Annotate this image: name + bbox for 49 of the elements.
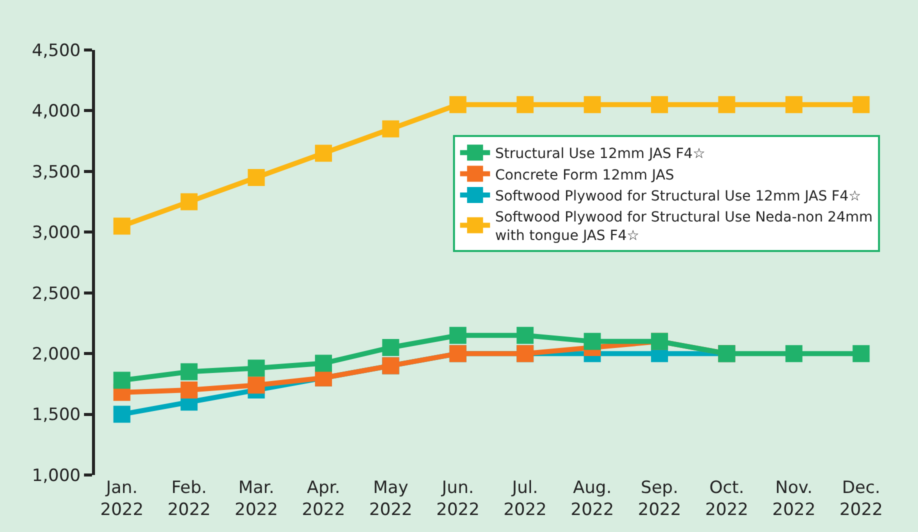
y-tick-label: 2,500	[32, 284, 81, 304]
point	[852, 345, 870, 362]
x-tick-label: Jul. 2022	[503, 478, 547, 520]
x-tick-label: Feb. 2022	[167, 478, 211, 520]
point	[785, 345, 802, 362]
y-tick-label: 3,000	[32, 223, 81, 244]
y-tick-label: 3,500	[32, 162, 81, 182]
x-tick-label: Oct. 2022	[705, 478, 748, 520]
point	[113, 372, 130, 389]
point	[516, 96, 534, 114]
point	[382, 120, 400, 138]
x-tick-label: Sep. 2022	[638, 478, 682, 520]
x-tick-label: Nov. 2022	[772, 478, 816, 520]
point	[651, 96, 668, 114]
point	[718, 96, 736, 114]
y-tick-label: 4,000	[32, 102, 81, 122]
x-tick-label: May 2022	[369, 478, 412, 520]
point	[248, 169, 265, 186]
point	[113, 218, 130, 235]
point	[852, 96, 870, 114]
legend-label: Softwood Plywood for Structural Use 12mm JAS F4☆	[495, 188, 862, 204]
point	[180, 382, 198, 398]
legend-label: Concrete Form 12mm JAS	[495, 167, 674, 184]
x-tick-label: Jun. 2022	[436, 478, 480, 520]
point	[516, 326, 534, 344]
point	[248, 376, 265, 394]
point	[584, 96, 601, 114]
point	[314, 354, 332, 372]
point	[449, 326, 466, 344]
point	[785, 96, 802, 114]
y-tick-label: 1,000	[32, 466, 81, 486]
point	[248, 360, 265, 377]
point	[113, 406, 130, 423]
y-tick-label: 1,500	[32, 405, 81, 426]
y-tick-label: 2,000	[32, 344, 81, 365]
legend-label: Softwood Plywood for Structural Use Neda-non 24mm with tongue JAS F4☆	[495, 210, 873, 244]
point	[180, 193, 198, 210]
point	[314, 144, 332, 162]
point	[382, 339, 400, 356]
x-tick-label: Aug. 2022	[570, 478, 614, 520]
point	[180, 363, 198, 380]
point	[584, 332, 601, 350]
y-tick-label: 4,500	[32, 40, 81, 61]
legend-label: Structural Use 12mm JAS F4☆	[495, 146, 706, 162]
x-tick-label: Mar. 2022	[234, 478, 278, 520]
x-tick-label: Dec. 2022	[839, 478, 883, 520]
x-tick-label: Apr. 2022	[302, 478, 346, 520]
point	[449, 96, 466, 114]
x-tick-label: Jan. 2022	[100, 478, 144, 520]
